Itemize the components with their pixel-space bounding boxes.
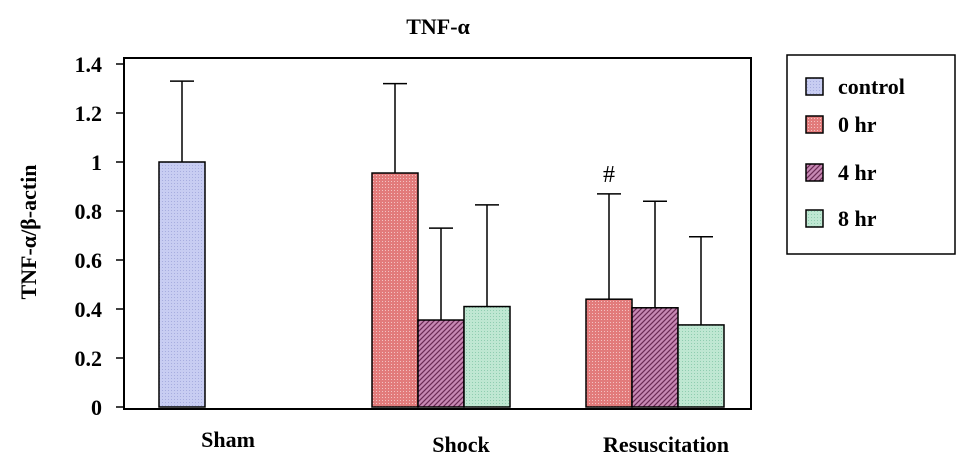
y-tick-label: 0.8	[75, 199, 103, 224]
y-tick-label: 0.2	[75, 346, 103, 371]
x-category-label: Shock	[432, 432, 490, 457]
chart-title: TNF-α	[406, 14, 470, 39]
bar-shock-8hr	[463, 305, 511, 408]
x-category-label: Resuscitation	[603, 432, 729, 457]
y-axis-ticks: 0 0.2 0.4 0.6 0.8 1 1.2 1.4	[75, 52, 124, 420]
bar-shock-0hr	[371, 172, 419, 408]
y-tick-label: 0.4	[75, 297, 103, 322]
legend-label: 8 hr	[838, 206, 877, 231]
bar-shock-4hr	[417, 319, 465, 408]
legend-label: 0 hr	[838, 112, 877, 137]
y-tick-label: 1.2	[75, 101, 103, 126]
y-axis-label: TNF-α/β-actin	[16, 164, 41, 299]
y-tick-label: 1.4	[75, 52, 103, 77]
legend-swatch	[805, 163, 824, 182]
y-tick-label: 0	[91, 395, 102, 420]
bars: #	[158, 80, 725, 408]
x-category-label: Sham	[201, 427, 255, 452]
significance-annotation: #	[603, 162, 615, 188]
y-tick-label: 0.6	[75, 248, 103, 273]
bar-resuscitation-4hr	[631, 307, 679, 408]
bar-resuscitation-0hr	[585, 298, 633, 408]
bar-resuscitation-8hr	[677, 324, 725, 408]
legend-swatch	[805, 77, 824, 96]
legend-swatch	[805, 115, 824, 134]
legend-swatch	[805, 209, 824, 228]
x-axis-labels: Sham Shock Resuscitation	[201, 427, 729, 457]
legend-label: control	[838, 74, 905, 99]
bar-sham-control	[158, 161, 206, 408]
y-tick-label: 1	[91, 150, 102, 175]
legend-items: control 0 hr 4 hr 8 hr	[805, 74, 905, 231]
plot-area	[123, 57, 752, 410]
legend-label: 4 hr	[838, 160, 877, 185]
